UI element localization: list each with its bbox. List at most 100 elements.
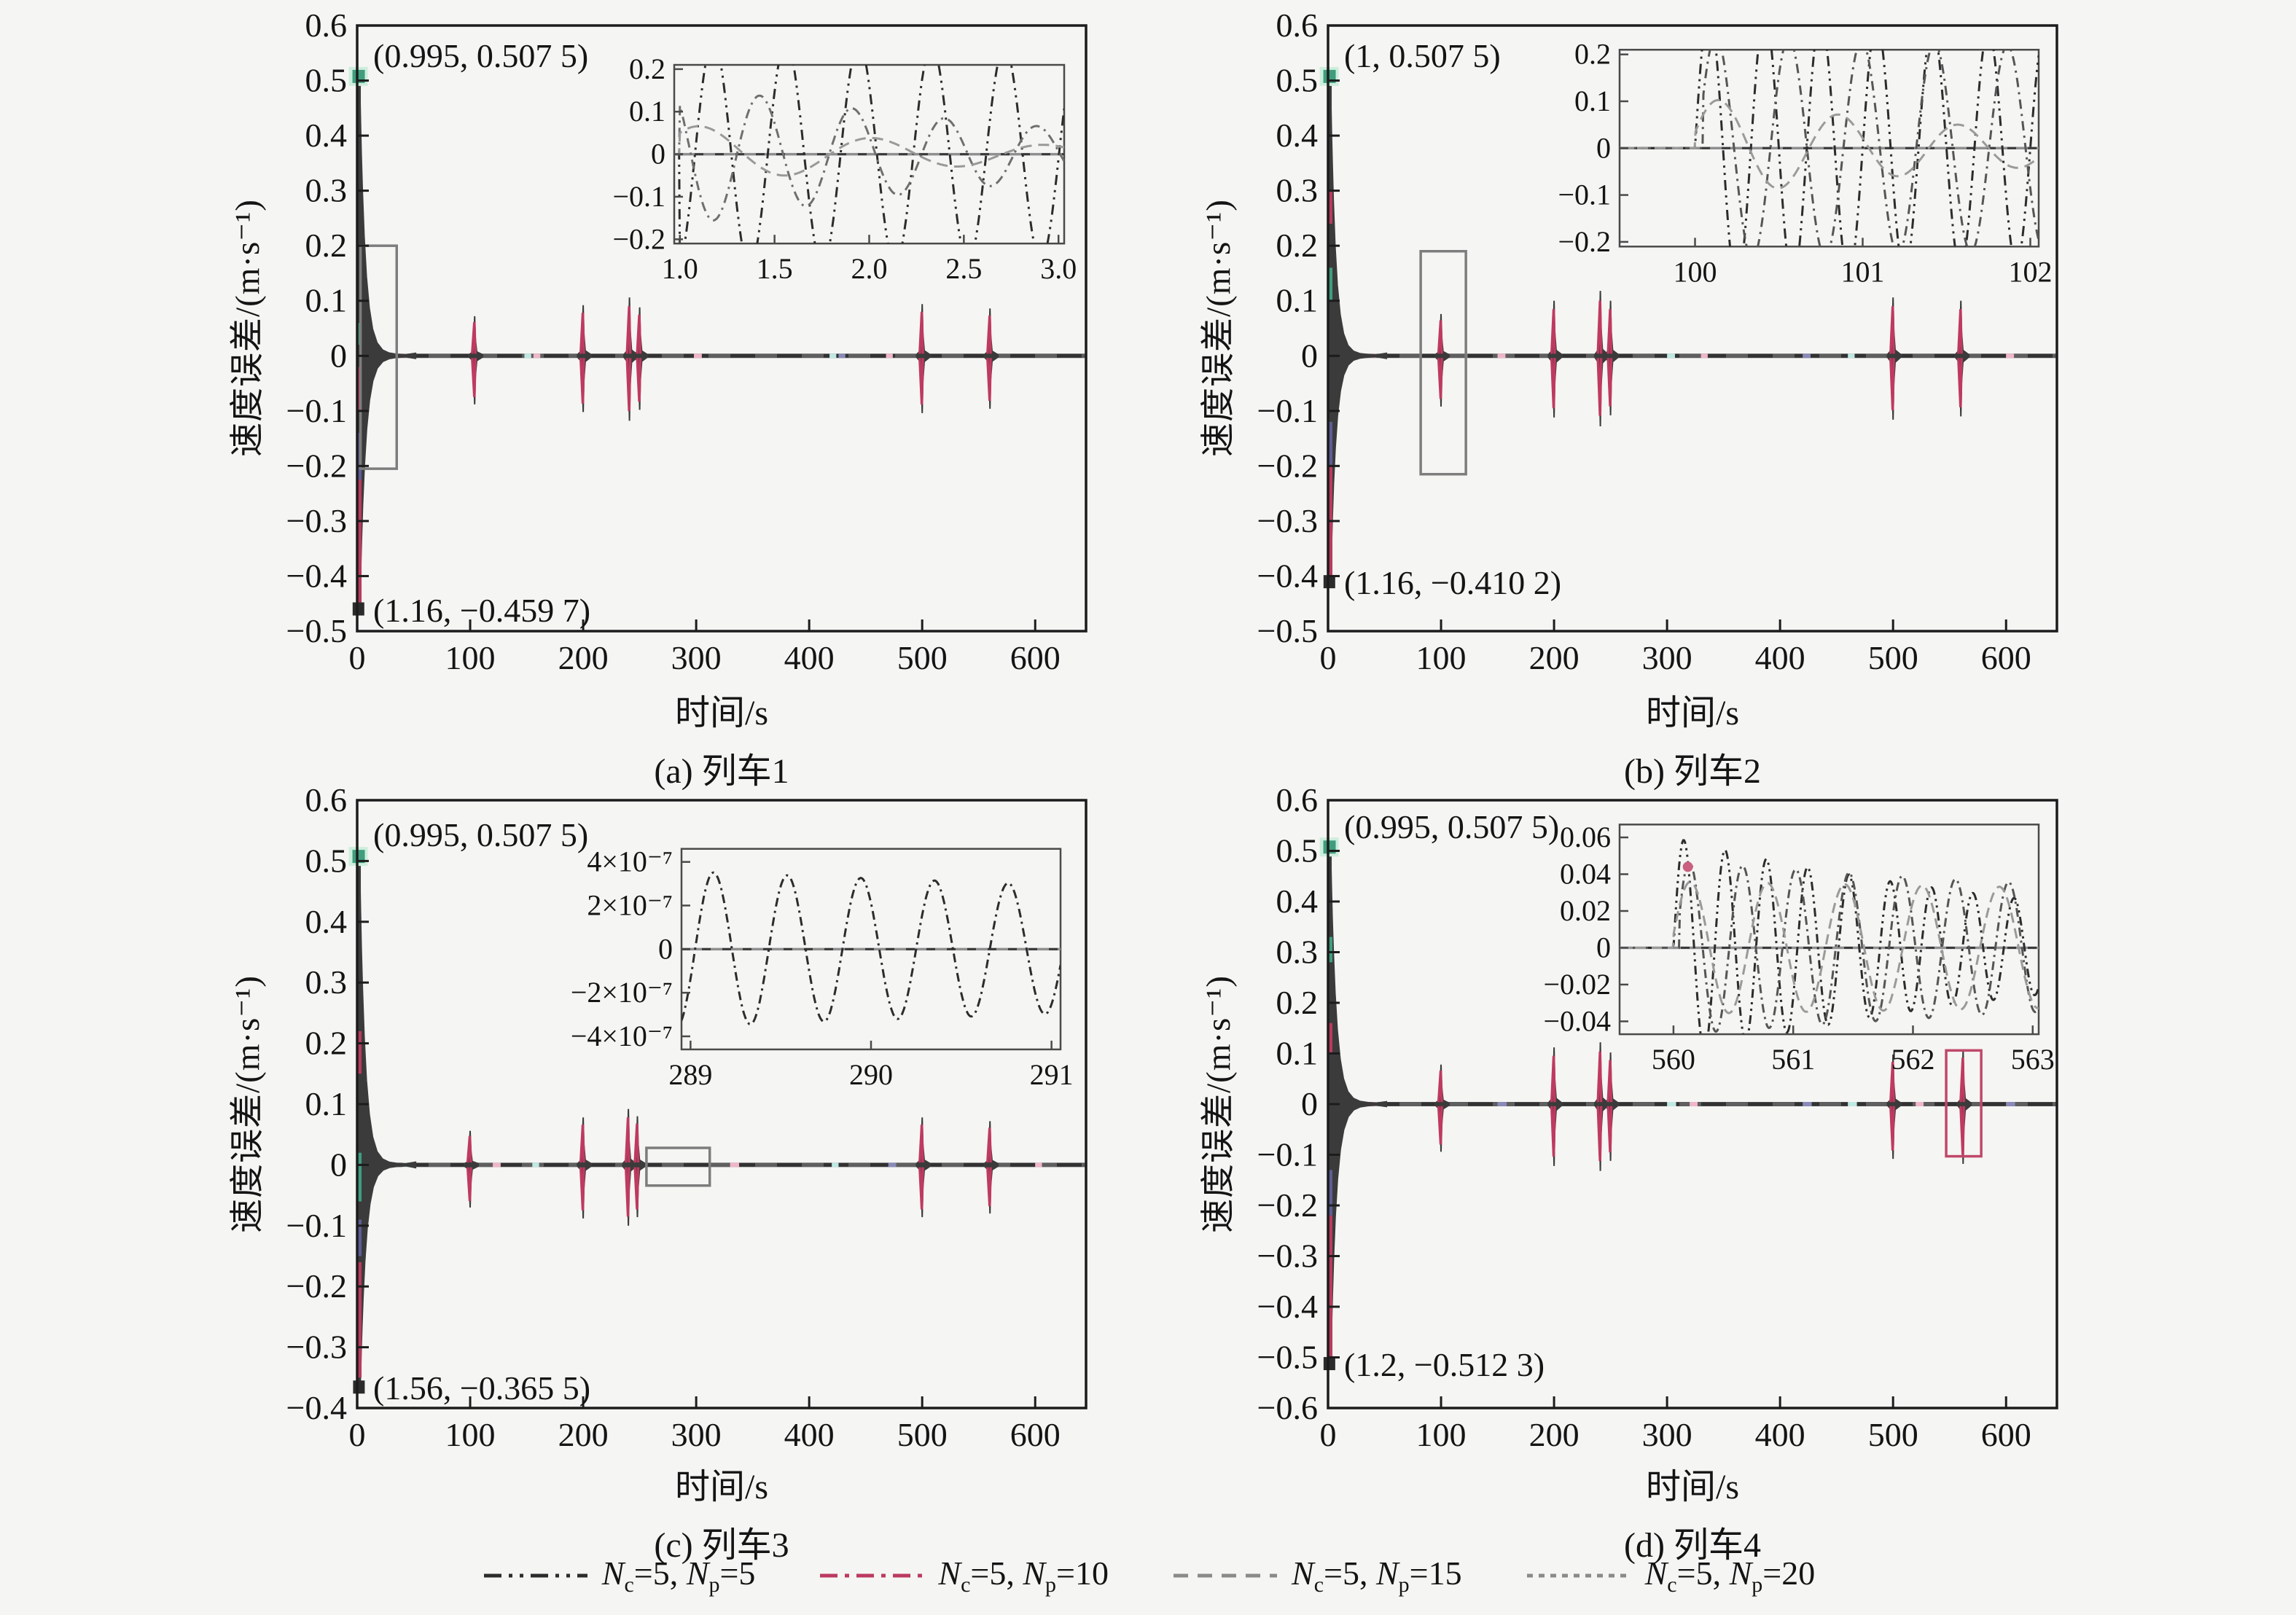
x-tick-label: 400 [784, 1416, 835, 1453]
inset-y-tick-label: 0.2 [1574, 38, 1611, 71]
legend-label: Nc=5, Np=20 [1644, 1555, 1816, 1598]
y-tick-label: −0.4 [1257, 557, 1318, 594]
x-tick-label: 400 [784, 639, 835, 676]
y-tick-label: 0.2 [305, 1025, 348, 1062]
y-tick-label: 0.4 [305, 903, 348, 940]
min-marker [352, 602, 364, 616]
inset-series [674, 94, 1064, 222]
legend: Nc=5, Np=5 Nc=5, Np=10 Nc=5, Np=15 Nc=5, Np… [0, 1554, 2296, 1598]
y-tick-label: 0.5 [305, 842, 348, 879]
initial-transient [357, 74, 417, 611]
y-tick-label: 0.5 [1276, 832, 1319, 869]
legend-line-sample [1526, 1573, 1631, 1578]
y-tick-label: −0.5 [286, 612, 347, 649]
error-spike-crimson [579, 313, 585, 354]
error-spike-crimson [471, 321, 477, 354]
y-tick-label: −0.4 [286, 557, 347, 594]
y-tick-label: −0.3 [1257, 1237, 1318, 1275]
y-tick-label: 0.3 [305, 963, 348, 1001]
y-tick-label: −0.2 [1257, 447, 1318, 484]
error-spike-crimson [1889, 306, 1895, 354]
error-spike-crimson [579, 1167, 585, 1211]
legend-label: Nc=5, Np=15 [1292, 1555, 1462, 1598]
error-spike-crimson [986, 1127, 992, 1163]
min-annotation-a: (1.16, −0.459 7) [373, 592, 591, 629]
inset-y-tick-label: 0.02 [1560, 894, 1611, 927]
x-tick-label: 300 [1642, 639, 1692, 676]
x-tick-label: 600 [1981, 639, 2031, 676]
y-tick-label: 0.1 [305, 282, 348, 319]
y-tick-label: 0 [330, 1146, 347, 1183]
panel-caption-d: (d) 列车4 [1624, 1526, 1761, 1565]
error-spike-crimson [1437, 358, 1443, 399]
error-spike-crimson [1889, 358, 1895, 410]
inset-x-tick-label: 2.0 [851, 252, 888, 285]
y-tick-label: 0.2 [1276, 984, 1319, 1021]
x-tick-label: 0 [1320, 1416, 1337, 1453]
error-spike-crimson [918, 1125, 924, 1163]
legend-item-3: Nc=5, Np=15 [1171, 1554, 1462, 1598]
x-tick-label: 100 [1416, 639, 1467, 676]
y-axis-label-d: 速度误差/(m·s⁻¹) [1200, 975, 1238, 1233]
y-tick-label: 0.6 [1276, 781, 1319, 818]
inset-x-tick-label: 101 [1841, 255, 1885, 288]
error-spike-crimson [1959, 1106, 1965, 1155]
error-spike-crimson [1957, 309, 1963, 354]
min-annotation-c: (1.56, −0.365 5) [373, 1369, 591, 1407]
inset-x-tick-label: 100 [1674, 255, 1717, 288]
x-tick-label: 400 [1755, 639, 1805, 676]
error-spike-crimson [579, 358, 585, 404]
zoom-source-box [1419, 249, 1467, 476]
y-tick-label: −0.4 [1257, 1288, 1318, 1325]
legend-item-4: Nc=5, Np=20 [1524, 1554, 1816, 1598]
error-spike-crimson [625, 358, 632, 412]
y-tick-label: 0.3 [1276, 934, 1319, 971]
inset-y-tick-label: 4×10⁻⁷ [587, 845, 673, 878]
error-spike-crimson [1606, 309, 1613, 354]
y-tick-label: 0.4 [305, 117, 348, 154]
y-tick-label: 0 [1301, 1085, 1318, 1122]
x-tick-label: 500 [1868, 639, 1918, 676]
error-spike-crimson [466, 1135, 472, 1163]
inset-y-tick-label: 0.2 [629, 52, 665, 85]
error-spike-crimson [636, 314, 642, 354]
inset-y-tick-label: −0.1 [1558, 179, 1611, 211]
plot-frame [1327, 24, 2058, 633]
inset-x-tick-label: 561 [1771, 1043, 1815, 1076]
inset-x-tick-label: 1.0 [662, 252, 698, 285]
zoom-source-box [645, 1146, 711, 1187]
inset-x-tick-label: 291 [1030, 1058, 1074, 1091]
inset-x-tick-label: 3.0 [1040, 252, 1077, 285]
y-tick-label: −0.3 [286, 1329, 347, 1366]
inset-series [1620, 50, 2039, 247]
x-tick-label: 300 [671, 639, 722, 676]
inset-y-tick-label: 0.1 [1574, 85, 1611, 117]
x-tick-label: 600 [1010, 1416, 1061, 1453]
inset-x-tick-label: 2.5 [945, 252, 982, 285]
error-spike-crimson [636, 358, 642, 402]
panel-caption-a: (a) 列车1 [654, 752, 789, 791]
inset-plot [1620, 50, 2039, 247]
min-marker [353, 1380, 365, 1394]
inset-y-tick-label: −0.04 [1543, 1004, 1611, 1037]
panel-a: 0 100 200 300 400 500 6000.60.50.40.30.20.10−0… [286, 7, 1088, 676]
x-tick-label: 300 [1642, 1416, 1692, 1453]
inset-x-tick-label: 102 [2009, 255, 2053, 288]
error-spike-crimson [1437, 1106, 1443, 1145]
error-spike-crimson [1606, 1060, 1613, 1103]
error-spike-crimson [1596, 358, 1603, 416]
error-spike-crimson [466, 1167, 472, 1202]
inset-y-tick-label: −0.2 [1558, 225, 1611, 258]
error-spike-crimson [579, 1125, 585, 1163]
inset-series [674, 65, 1064, 244]
error-spike-crimson [1889, 1062, 1895, 1103]
y-tick-label: 0.6 [305, 7, 348, 44]
x-tick-label: 100 [445, 639, 496, 676]
error-spike-crimson [1437, 1070, 1443, 1103]
x-tick-label: 400 [1755, 1416, 1805, 1453]
error-spike-crimson [1959, 1057, 1965, 1103]
inset-y-tick-label: 2×10⁻⁷ [587, 888, 673, 921]
y-tick-label: 0 [330, 337, 347, 374]
inset-y-tick-label: 0 [658, 932, 673, 965]
